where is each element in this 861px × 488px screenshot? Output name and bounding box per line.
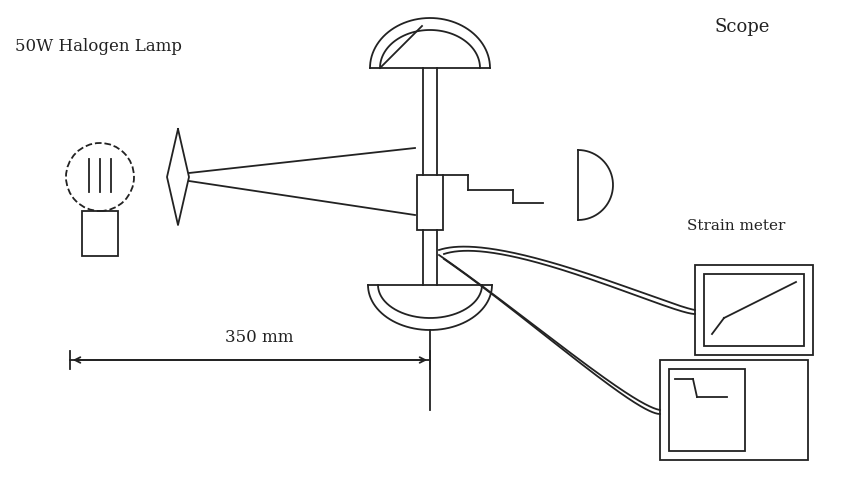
Bar <box>669 369 745 451</box>
Bar <box>695 265 813 355</box>
Text: Scope: Scope <box>714 18 770 36</box>
Bar <box>417 175 443 230</box>
Bar <box>704 274 804 346</box>
Text: 350 mm: 350 mm <box>225 329 294 346</box>
Bar <box>82 211 118 256</box>
Text: 50W Halogen Lamp: 50W Halogen Lamp <box>15 38 182 55</box>
Text: Strain meter: Strain meter <box>687 219 785 233</box>
Bar <box>660 360 808 460</box>
